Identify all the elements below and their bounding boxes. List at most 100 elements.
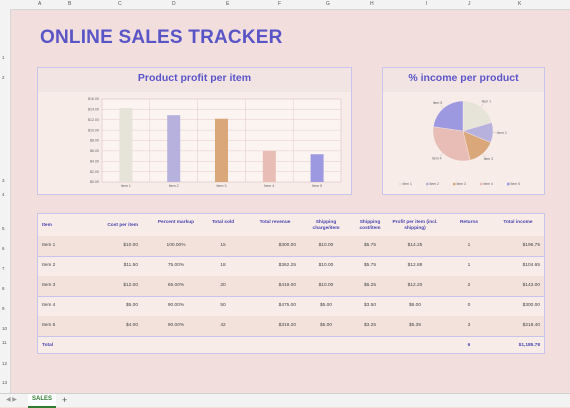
table-row[interactable]: Item 4 $5.00 90.00% 50 $475.00 $5.00 $3.50$6.0…	[38, 296, 544, 317]
table-cell[interactable]: 50	[208, 296, 238, 316]
column-header-k[interactable]: K	[518, 1, 521, 7]
table-cell[interactable]: $475.00	[254, 296, 296, 316]
table-cell[interactable]: $300.00	[496, 296, 540, 316]
col-header: Item	[42, 223, 82, 229]
table-cell[interactable]: $3.50	[354, 296, 386, 316]
legend-swatch	[480, 183, 483, 186]
legend-entry: Item 2	[430, 182, 440, 186]
table-cell[interactable]: 15	[208, 236, 238, 256]
table-cell[interactable]: $6.25	[354, 276, 386, 296]
table-cell[interactable]: $5.35	[390, 316, 440, 336]
table-cell[interactable]: $5.00	[306, 296, 346, 316]
column-header-a[interactable]: A	[38, 1, 41, 7]
table-cell[interactable]: $12.20	[390, 276, 440, 296]
total-cell[interactable]: 6	[450, 336, 488, 356]
table-cell[interactable]: $11.50	[98, 256, 138, 276]
row-header-1[interactable]: 1	[2, 55, 5, 60]
table-cell[interactable]: $5.75	[354, 256, 386, 276]
bar-chart-card[interactable]: Product profit per item $0.00$2.00$4.00$…	[37, 67, 352, 195]
table-cell[interactable]: $362.25	[254, 256, 296, 276]
table-cell[interactable]: Item 1	[42, 236, 82, 256]
table-cell[interactable]: $300.00	[254, 236, 296, 256]
row-header-13[interactable]: 13	[2, 380, 7, 385]
col-header: Percent markup	[156, 220, 196, 226]
table-cell[interactable]: $5.75	[354, 236, 386, 256]
row-header-4[interactable]: 4	[2, 192, 5, 197]
table-cell[interactable]: $12.00	[98, 276, 138, 296]
bar-chart: $0.00$2.00$4.00$6.00$8.00$10.00$12.00$14…	[38, 68, 351, 194]
table-cell[interactable]: 0	[450, 296, 488, 316]
table-cell[interactable]: $104.65	[496, 256, 540, 276]
table-cell[interactable]: $3.25	[354, 316, 386, 336]
column-header-f[interactable]: F	[278, 1, 281, 7]
legend-swatch	[426, 183, 429, 186]
column-header-h[interactable]: H	[370, 1, 374, 7]
row-header-8[interactable]: 8	[2, 286, 5, 291]
table-cell[interactable]: $10.00	[306, 236, 346, 256]
row-header-6[interactable]: 6	[2, 246, 5, 251]
table-cell[interactable]: $10.00	[306, 276, 346, 296]
table-cell[interactable]: $5.00	[98, 296, 138, 316]
row-header-10[interactable]: 10	[2, 326, 7, 331]
row-header-12[interactable]: 12	[2, 361, 7, 366]
table-cell[interactable]: $143.00	[496, 276, 540, 296]
table-cell[interactable]: $10.00	[306, 256, 346, 276]
total-cell[interactable]: Total	[42, 336, 82, 356]
table-cell[interactable]: $4.00	[98, 316, 138, 336]
row-header-9[interactable]: 9	[2, 306, 5, 311]
table-cell[interactable]: 1	[450, 256, 488, 276]
table-cell[interactable]: 3	[450, 316, 488, 336]
y-tick-label: $16.00	[88, 97, 99, 101]
table-cell[interactable]: Item 3	[42, 276, 82, 296]
total-cell[interactable]: $1,185.78	[496, 336, 540, 356]
table-cell[interactable]: $419.00	[254, 276, 296, 296]
row-header-11[interactable]: 11	[2, 340, 7, 345]
column-header-c[interactable]: C	[118, 1, 122, 7]
sheet-tab-bar: ◀ ▶ SALES +	[0, 393, 570, 407]
total-row[interactable]: Total 6 $1,185.78	[38, 336, 544, 356]
column-header-d[interactable]: D	[172, 1, 176, 7]
table-cell[interactable]: $12.88	[390, 256, 440, 276]
column-header-i[interactable]: I	[426, 1, 427, 7]
table-cell[interactable]: Item 4	[42, 296, 82, 316]
table-cell[interactable]: $5.00	[306, 316, 346, 336]
col-header: Shipping charge/item	[306, 220, 346, 232]
column-header-g[interactable]: G	[326, 1, 330, 7]
table-cell[interactable]: 20	[208, 276, 238, 296]
add-sheet-button[interactable]: +	[62, 394, 67, 406]
column-header-e[interactable]: E	[226, 1, 229, 7]
table-cell[interactable]: $14.25	[390, 236, 440, 256]
table-cell[interactable]: 42	[208, 316, 238, 336]
table-cell[interactable]: 65.00%	[156, 276, 196, 296]
row-header-7[interactable]: 7	[2, 266, 5, 271]
column-header-j[interactable]: J	[468, 1, 471, 7]
table-cell[interactable]: 18	[208, 256, 238, 276]
table-cell[interactable]: $10.00	[98, 236, 138, 256]
row-header-5[interactable]: 5	[2, 226, 5, 231]
table-cell[interactable]: Item 5	[42, 316, 82, 336]
table-cell[interactable]: $319.20	[254, 316, 296, 336]
legend-entry: Item 3	[457, 182, 467, 186]
table-cell[interactable]: $218.40	[496, 316, 540, 336]
bar-1	[119, 108, 132, 182]
column-header-b[interactable]: B	[68, 1, 71, 7]
table-cell[interactable]: 100.00%	[156, 236, 196, 256]
table-cell[interactable]: Item 2	[42, 256, 82, 276]
table-cell[interactable]: $196.75	[496, 236, 540, 256]
legend-entry: Item 1	[403, 182, 413, 186]
table-cell[interactable]: $6.00	[390, 296, 440, 316]
table-cell[interactable]: 75.00%	[156, 256, 196, 276]
table-cell[interactable]: 90.00%	[156, 316, 196, 336]
table-row[interactable]: Item 5 $4.00 90.00% 42 $319.20 $5.00 $3.25$5.3…	[38, 316, 544, 337]
row-header-2[interactable]: 2	[2, 75, 5, 80]
table-cell[interactable]: 1	[450, 236, 488, 256]
tab-nav-arrows[interactable]: ◀ ▶	[6, 394, 17, 406]
row-header-3[interactable]: 3	[2, 178, 5, 183]
table-cell[interactable]: 90.00%	[156, 296, 196, 316]
table-cell[interactable]: 2	[450, 276, 488, 296]
